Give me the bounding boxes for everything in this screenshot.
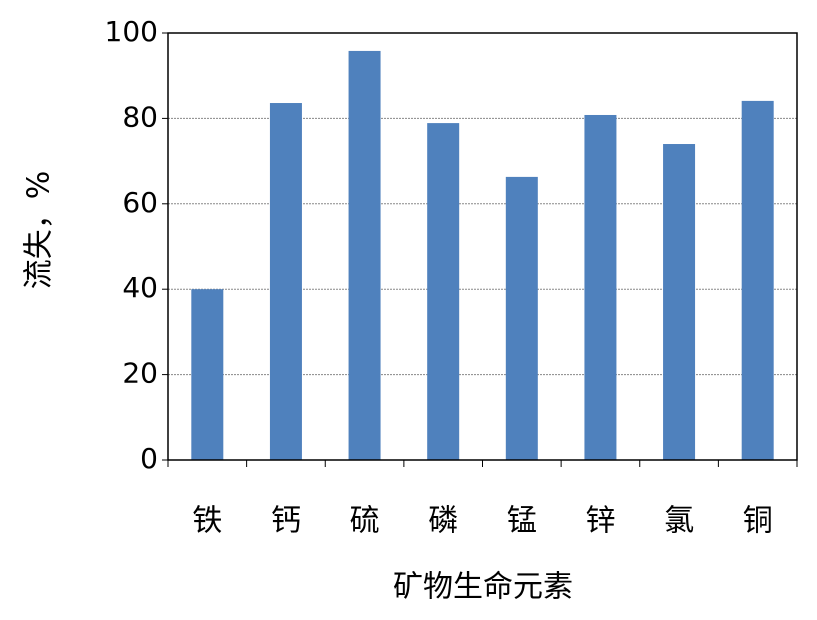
x-axis-title: 矿物生命元素	[393, 570, 573, 605]
x-tick-label: 锰	[507, 504, 537, 539]
y-tick-label: 0	[140, 442, 158, 475]
y-axis-title: 流失，%	[22, 171, 57, 290]
bar	[427, 123, 460, 461]
y-tick-label: 60	[122, 186, 158, 219]
y-tick-label: 100	[105, 15, 158, 48]
y-tick-label: 80	[122, 100, 158, 133]
x-tick-label: 锌	[585, 504, 615, 539]
bar	[269, 103, 302, 460]
bar	[191, 289, 224, 460]
y-tick-label: 40	[122, 271, 158, 304]
bar	[584, 114, 617, 460]
x-tick-label: 硫	[350, 504, 380, 539]
bar	[348, 50, 381, 461]
x-tick-label: 钙	[271, 504, 301, 539]
x-tick-label: 铜	[743, 504, 773, 539]
bar	[663, 144, 696, 460]
x-tick-label: 铁	[192, 504, 222, 539]
plot-border	[167, 32, 798, 461]
y-tick-label: 20	[122, 357, 158, 390]
x-tick-label: 氯	[664, 504, 694, 539]
bar	[741, 100, 774, 460]
x-tick-label: 磷	[428, 504, 458, 539]
bar	[505, 176, 538, 461]
